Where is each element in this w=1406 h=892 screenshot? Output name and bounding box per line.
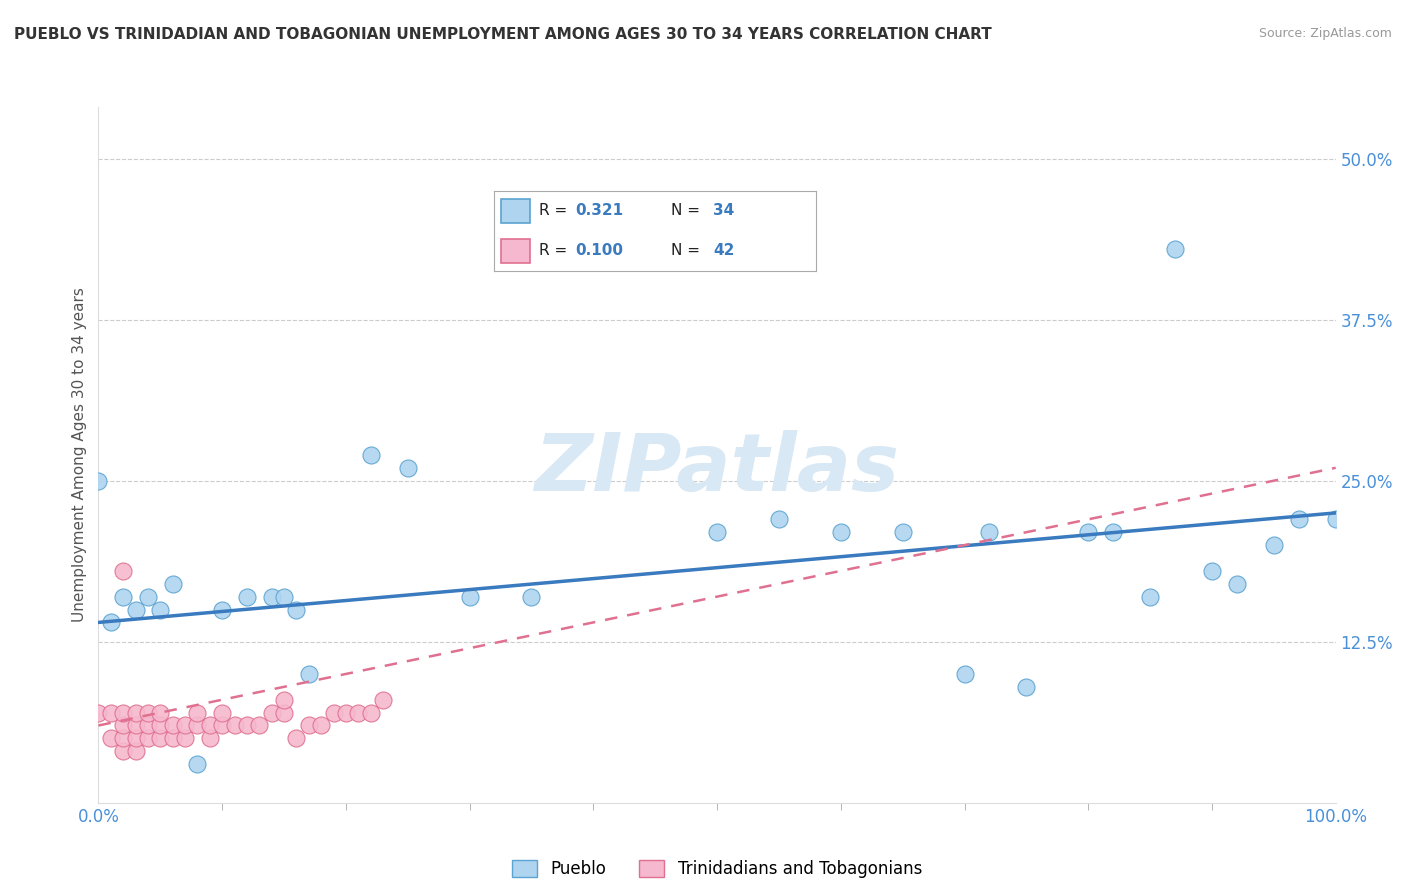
Point <box>1201 564 1223 578</box>
Point <box>1226 576 1249 591</box>
Point <box>706 525 728 540</box>
Point <box>768 512 790 526</box>
Point <box>136 590 159 604</box>
Point <box>162 731 184 746</box>
Point <box>1263 538 1285 552</box>
Point <box>112 744 135 758</box>
Point <box>396 460 419 475</box>
Point <box>298 667 321 681</box>
Point <box>186 718 208 732</box>
Point <box>136 718 159 732</box>
Point <box>198 718 221 732</box>
Point <box>112 564 135 578</box>
Point <box>174 731 197 746</box>
Point <box>124 718 146 732</box>
Y-axis label: Unemployment Among Ages 30 to 34 years: Unemployment Among Ages 30 to 34 years <box>72 287 87 623</box>
Legend: Pueblo, Trinidadians and Tobagonians: Pueblo, Trinidadians and Tobagonians <box>505 854 929 885</box>
Point <box>162 718 184 732</box>
Point <box>149 731 172 746</box>
Point <box>236 718 259 732</box>
Point <box>236 590 259 604</box>
Point <box>335 706 357 720</box>
Point <box>953 667 976 681</box>
Point <box>124 706 146 720</box>
Point <box>112 731 135 746</box>
Point <box>273 706 295 720</box>
Point <box>149 602 172 616</box>
Point <box>211 718 233 732</box>
Point <box>100 731 122 746</box>
Point <box>1324 512 1347 526</box>
Point <box>347 706 370 720</box>
Point <box>124 744 146 758</box>
Point <box>211 602 233 616</box>
Point <box>149 718 172 732</box>
Point <box>520 590 543 604</box>
Point <box>371 692 394 706</box>
Point <box>260 706 283 720</box>
Point <box>162 576 184 591</box>
Point <box>1077 525 1099 540</box>
Text: PUEBLO VS TRINIDADIAN AND TOBAGONIAN UNEMPLOYMENT AMONG AGES 30 TO 34 YEARS CORR: PUEBLO VS TRINIDADIAN AND TOBAGONIAN UNE… <box>14 27 991 42</box>
Point <box>285 731 308 746</box>
Point <box>87 474 110 488</box>
Text: Source: ZipAtlas.com: Source: ZipAtlas.com <box>1258 27 1392 40</box>
Point <box>360 706 382 720</box>
Point <box>260 590 283 604</box>
Point <box>112 706 135 720</box>
Point <box>149 706 172 720</box>
Point <box>186 706 208 720</box>
Point <box>174 718 197 732</box>
Point <box>1102 525 1125 540</box>
Point <box>1139 590 1161 604</box>
Point <box>136 706 159 720</box>
Point <box>273 692 295 706</box>
Point <box>322 706 344 720</box>
Point <box>830 525 852 540</box>
Point <box>979 525 1001 540</box>
Point <box>100 706 122 720</box>
Text: ZIPatlas: ZIPatlas <box>534 430 900 508</box>
Point <box>458 590 481 604</box>
Point <box>1288 512 1310 526</box>
Point <box>1164 242 1187 256</box>
Point <box>360 448 382 462</box>
Point <box>224 718 246 732</box>
Point <box>298 718 321 732</box>
Point <box>136 731 159 746</box>
Point <box>247 718 270 732</box>
Point <box>211 706 233 720</box>
Point <box>891 525 914 540</box>
Point <box>124 731 146 746</box>
Point <box>112 590 135 604</box>
Point <box>198 731 221 746</box>
Point <box>273 590 295 604</box>
Point <box>87 706 110 720</box>
Point <box>1015 680 1038 694</box>
Point <box>309 718 332 732</box>
Point <box>124 602 146 616</box>
Point <box>112 718 135 732</box>
Point <box>285 602 308 616</box>
Point <box>100 615 122 630</box>
Point <box>186 757 208 772</box>
